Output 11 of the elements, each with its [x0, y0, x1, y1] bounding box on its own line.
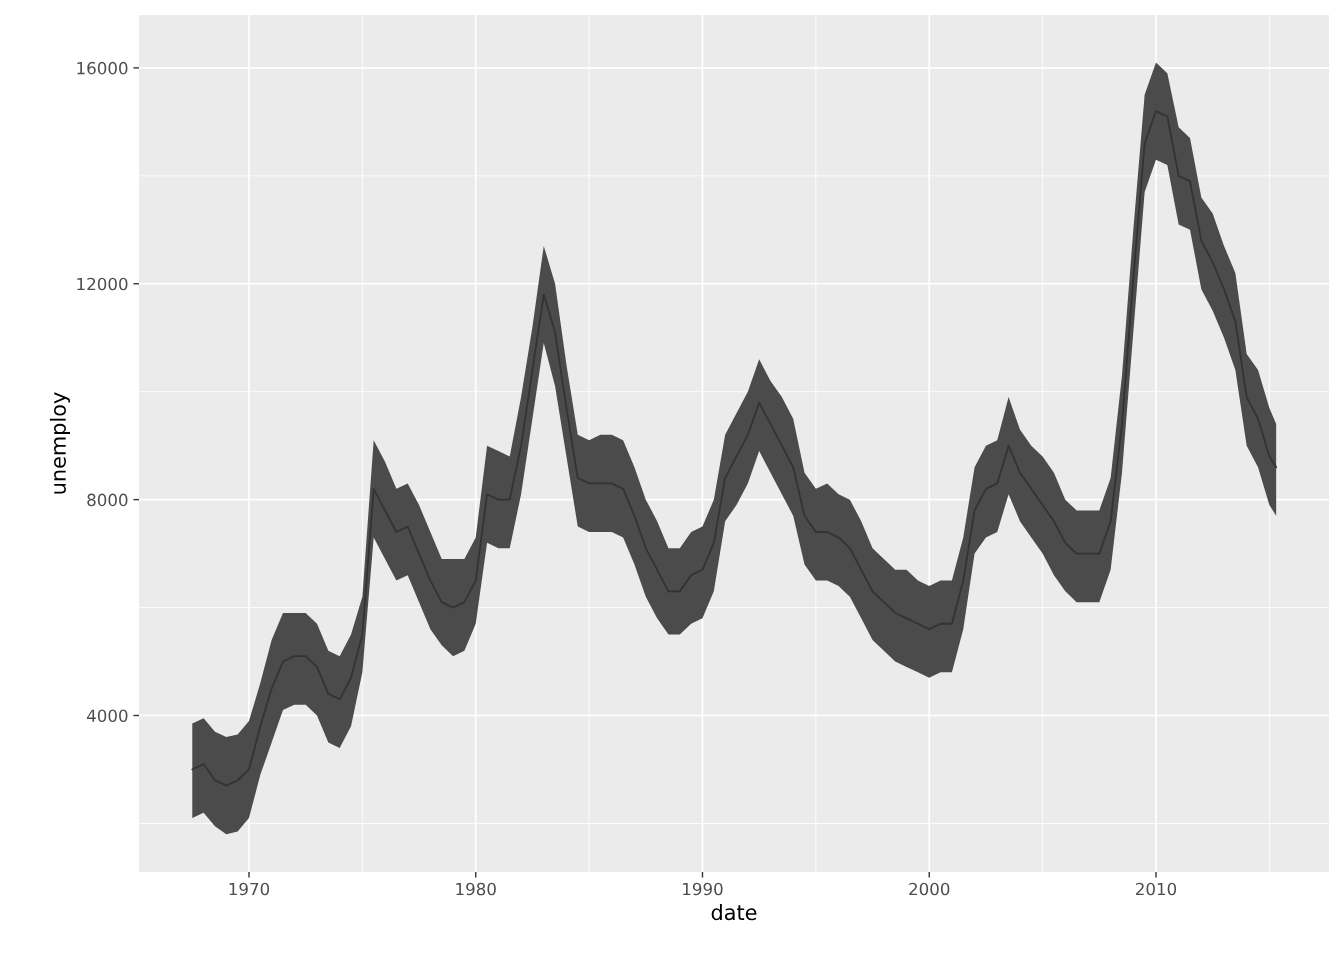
x-tick-label: 2000 [909, 882, 950, 896]
x-axis-title: date [711, 904, 757, 921]
y-tick-label: 8000 [87, 493, 128, 507]
y-axis-title: unemploy [49, 392, 71, 494]
y-tick-label: 12000 [77, 277, 128, 291]
x-tick-label: 2010 [1136, 882, 1177, 896]
x-tick-label: 1980 [456, 882, 496, 896]
y-tick-label: 16000 [77, 61, 128, 75]
x-tick-label: 1970 [229, 882, 270, 896]
y-tick-label: 4000 [86, 709, 128, 723]
x-tick-label: 1990 [683, 882, 723, 896]
